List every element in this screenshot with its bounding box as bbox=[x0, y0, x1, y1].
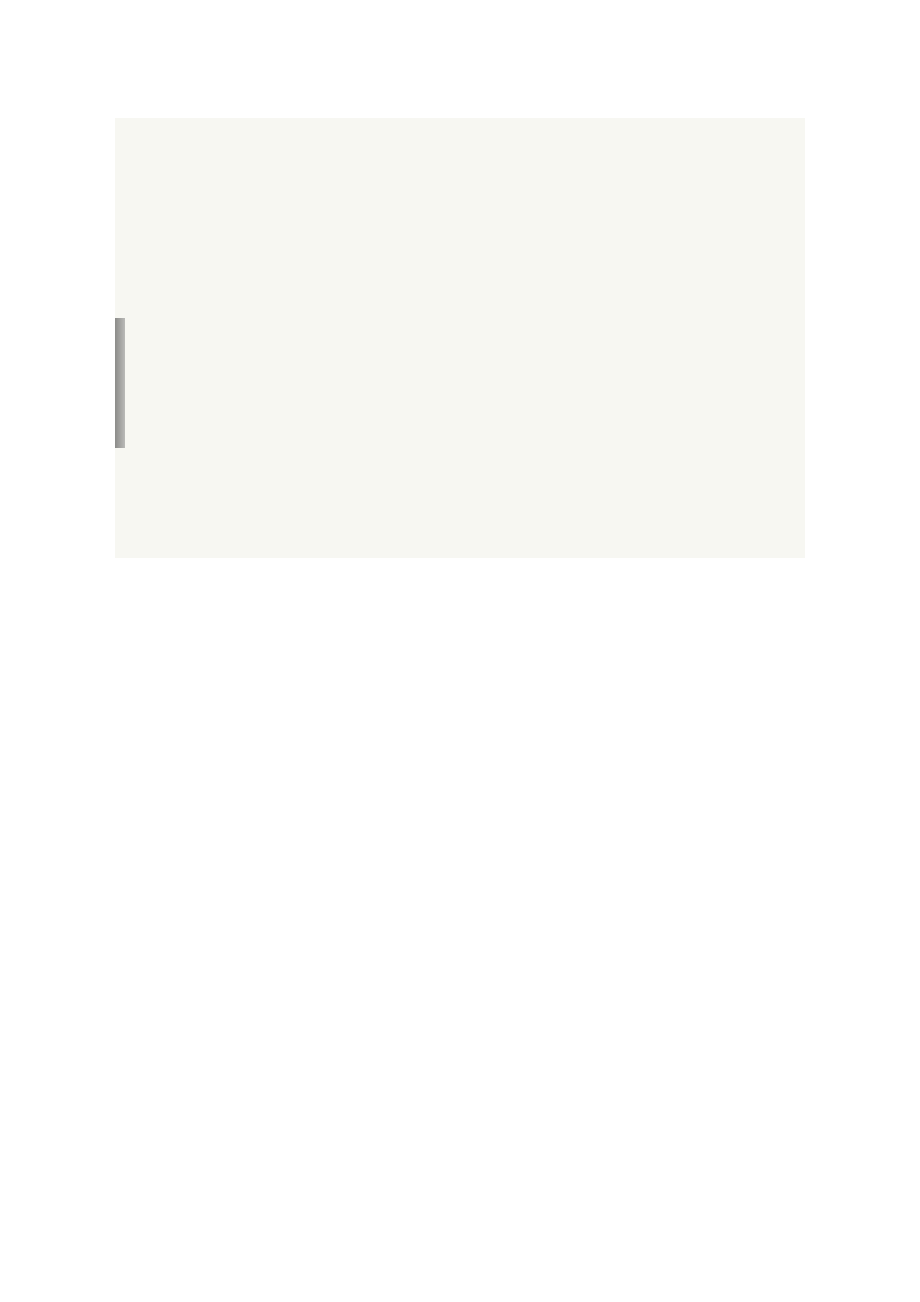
figure-background bbox=[115, 118, 805, 558]
document-page bbox=[0, 0, 920, 622]
figure-6-29 bbox=[115, 118, 805, 558]
figure-svg bbox=[115, 118, 805, 558]
